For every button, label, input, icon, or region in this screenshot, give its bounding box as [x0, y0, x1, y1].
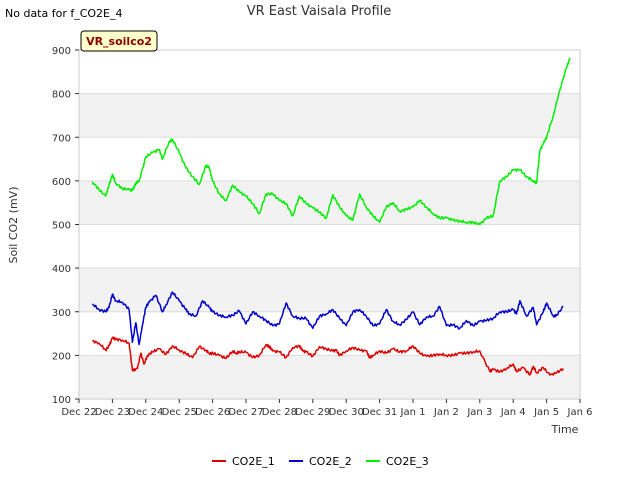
- plot-band: [79, 268, 580, 312]
- x-tick-label: Jan 2: [433, 407, 459, 418]
- x-tick-label: Jan 3: [466, 407, 492, 418]
- site-label-box: VR_soilco2: [80, 30, 158, 52]
- chart-title: VR East Vaisala Profile: [247, 4, 392, 19]
- y-tick-label: 800: [52, 90, 71, 101]
- x-tick-label: Dec 26: [195, 407, 230, 418]
- y-tick-label: 200: [52, 351, 71, 362]
- y-axis-ticks: 100 200 300 400 500 600 700 800 900: [52, 46, 79, 406]
- no-data-note: No data for f_CO2E_4: [5, 7, 123, 20]
- site-label: VR_soilco2: [86, 35, 152, 48]
- x-tick-label: Dec 25: [162, 407, 197, 418]
- plot-band: [79, 93, 580, 138]
- legend-label: CO2E_3: [386, 455, 429, 468]
- series-line-co2e-2: [91, 291, 564, 346]
- x-tick-label: Dec 22: [61, 407, 96, 418]
- plot-bands: [79, 50, 580, 399]
- plot-band: [79, 224, 580, 269]
- y-tick-label: 400: [52, 264, 71, 275]
- legend-item-co2e-1[interactable]: CO2E_1: [212, 455, 275, 468]
- x-axis-label: Time: [551, 423, 579, 436]
- x-tick-label: Dec 29: [295, 407, 330, 418]
- y-tick-label: 900: [52, 46, 71, 57]
- plot-band: [79, 355, 580, 399]
- legend: CO2E_1 CO2E_2 CO2E_3: [212, 455, 429, 468]
- series-line-co2e-3: [91, 57, 571, 226]
- series-line-co2e-1: [92, 336, 564, 376]
- x-tick-label: Dec 27: [228, 407, 263, 418]
- x-tick-label: Jan 1: [400, 407, 426, 418]
- x-tick-label: Dec 31: [362, 407, 397, 418]
- x-tick-label: Dec 24: [128, 407, 163, 418]
- legend-label: CO2E_1: [232, 455, 275, 468]
- plot-band: [79, 50, 580, 94]
- y-tick-label: 300: [52, 308, 71, 319]
- y-tick-label: 700: [52, 133, 71, 144]
- x-tick-label: Dec 30: [329, 407, 364, 418]
- x-tick-label: Jan 6: [567, 407, 593, 418]
- x-tick-label: Dec 23: [95, 407, 130, 418]
- y-tick-label: 600: [52, 177, 71, 188]
- series-lines: [91, 57, 571, 376]
- x-tick-label: Jan 4: [500, 407, 526, 418]
- legend-item-co2e-2[interactable]: CO2E_2: [289, 455, 352, 468]
- plot-band: [79, 180, 580, 225]
- legend-label: CO2E_2: [309, 455, 352, 468]
- x-tick-label: Jan 5: [533, 407, 559, 418]
- legend-item-co2e-3[interactable]: CO2E_3: [366, 455, 429, 468]
- x-tick-label: Dec 28: [262, 407, 297, 418]
- y-tick-label: 500: [52, 221, 71, 232]
- y-axis-label: Soil CO2 (mV): [7, 187, 20, 264]
- y-tick-label: 100: [52, 395, 71, 406]
- plot-band: [79, 137, 580, 181]
- plot-band: [79, 311, 580, 356]
